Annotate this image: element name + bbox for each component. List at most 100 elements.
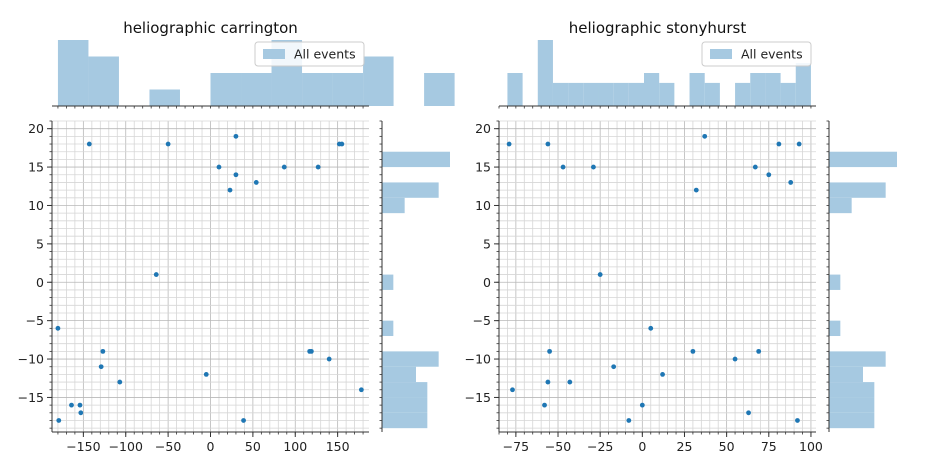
scatter-point [227,187,233,193]
right-histogram-bar [382,197,405,214]
scatter-point [591,164,596,170]
x-tick-label: −100 [109,439,143,454]
scatter-point [339,141,345,147]
y-tick-label: −5 [473,313,491,328]
top-histogram-bar [659,82,675,106]
top-histogram-bar [628,82,645,106]
scatter-point [241,418,246,423]
x-tick-label: −50 [545,439,571,454]
top-histogram-bar [613,82,629,106]
scatter-point [547,348,552,354]
top-histogram-bar [765,73,781,106]
right-histogram-bar [382,397,428,413]
top-histogram-bar [735,82,751,106]
scatter-point [756,348,762,354]
top-histogram-bar [241,73,272,106]
scatter-point [233,133,239,139]
right-histogram-bar [829,182,886,198]
scatter-point [542,402,547,408]
scatter-point [55,325,61,331]
x-tick-label: 100 [799,439,823,454]
scatter-point [639,402,645,408]
x-tick-label: −75 [503,439,529,454]
right-histogram-bar [382,351,439,367]
top-histogram-bar [302,73,333,106]
y-tick-label: −15 [465,390,491,405]
x-tick-label: 100 [283,439,307,454]
y-tick-label: −10 [465,352,491,367]
scatter-point [117,379,123,385]
top-histogram-bar [689,73,705,106]
scatter-point [165,141,171,147]
x-tick-label: 25 [677,439,693,454]
y-tick-label: 10 [28,198,44,213]
top-histogram-bar [88,56,119,106]
right-histogram-bar [829,274,841,290]
scatter-point [626,418,632,423]
scatter-point [560,164,566,170]
scatter-point [78,410,84,416]
legend-swatch [263,49,285,59]
top-histogram-bar [750,73,766,106]
scatter-point [752,164,758,170]
scatter-point [281,164,287,170]
scatter-point [69,402,74,408]
legend-box [701,41,812,67]
right-histogram-bar [382,151,450,168]
scatter-point [746,410,751,416]
scatter-point [648,325,654,331]
y-tick-label: 10 [475,198,491,213]
chart-title: heliographic stonyhurst [569,19,747,37]
top-histogram-bar [57,40,89,106]
right-histogram-bar [829,351,886,367]
scatter-point [693,187,699,193]
grid-lines [52,120,369,432]
scatter-point [100,348,106,354]
scatter-point [315,164,321,170]
top-histogram-bar [704,82,720,106]
x-tick-label: 50 [245,439,261,454]
y-tick-label: 20 [475,121,491,136]
legend-box [254,41,365,67]
right-histogram-bar [829,412,875,429]
legend-label: All events [741,47,803,62]
chart-panel-carrington: −150 −100 −50 0 50 100 150−15−10−505101520heli… [18,19,455,454]
right-histogram [379,120,450,432]
scatter-point [611,364,617,370]
right-histogram-bar [382,320,394,337]
y-tick-label: 0 [483,275,491,290]
x-tick-label: −50 [155,439,181,454]
scatter-point [203,372,209,377]
scatter-point [597,272,603,277]
chart-title: heliographic carrington [123,19,298,37]
x-tick-label: 0 [207,439,215,454]
scatter-point [660,372,665,377]
scatter-point [358,387,364,393]
y-tick-label: 15 [475,160,491,175]
top-histogram-bar [424,73,455,106]
scatter-point [510,387,515,393]
right-histogram-bar [382,382,428,398]
right-histogram-bar [829,197,852,214]
top-histogram-bar [149,89,180,106]
scatter-point [690,348,696,354]
legend-swatch [710,49,732,59]
scatter-point [86,141,92,147]
scatter-point [766,172,772,178]
right-histogram-bar [382,274,394,290]
right-histogram-bar [382,366,416,383]
top-histogram [498,40,816,109]
right-histogram [826,120,897,432]
scatter-point [153,272,159,277]
legend: All events [701,41,812,67]
top-histogram-bar [598,82,614,106]
y-tick-label: −15 [18,390,44,405]
top-histogram-bar [583,82,599,106]
y-tick-label: 15 [28,160,44,175]
x-tick-label: 0 [638,439,646,454]
y-tick-label: 5 [483,236,491,251]
top-histogram-bar [780,82,796,106]
top-histogram [52,40,455,109]
right-histogram-bar [829,366,863,383]
